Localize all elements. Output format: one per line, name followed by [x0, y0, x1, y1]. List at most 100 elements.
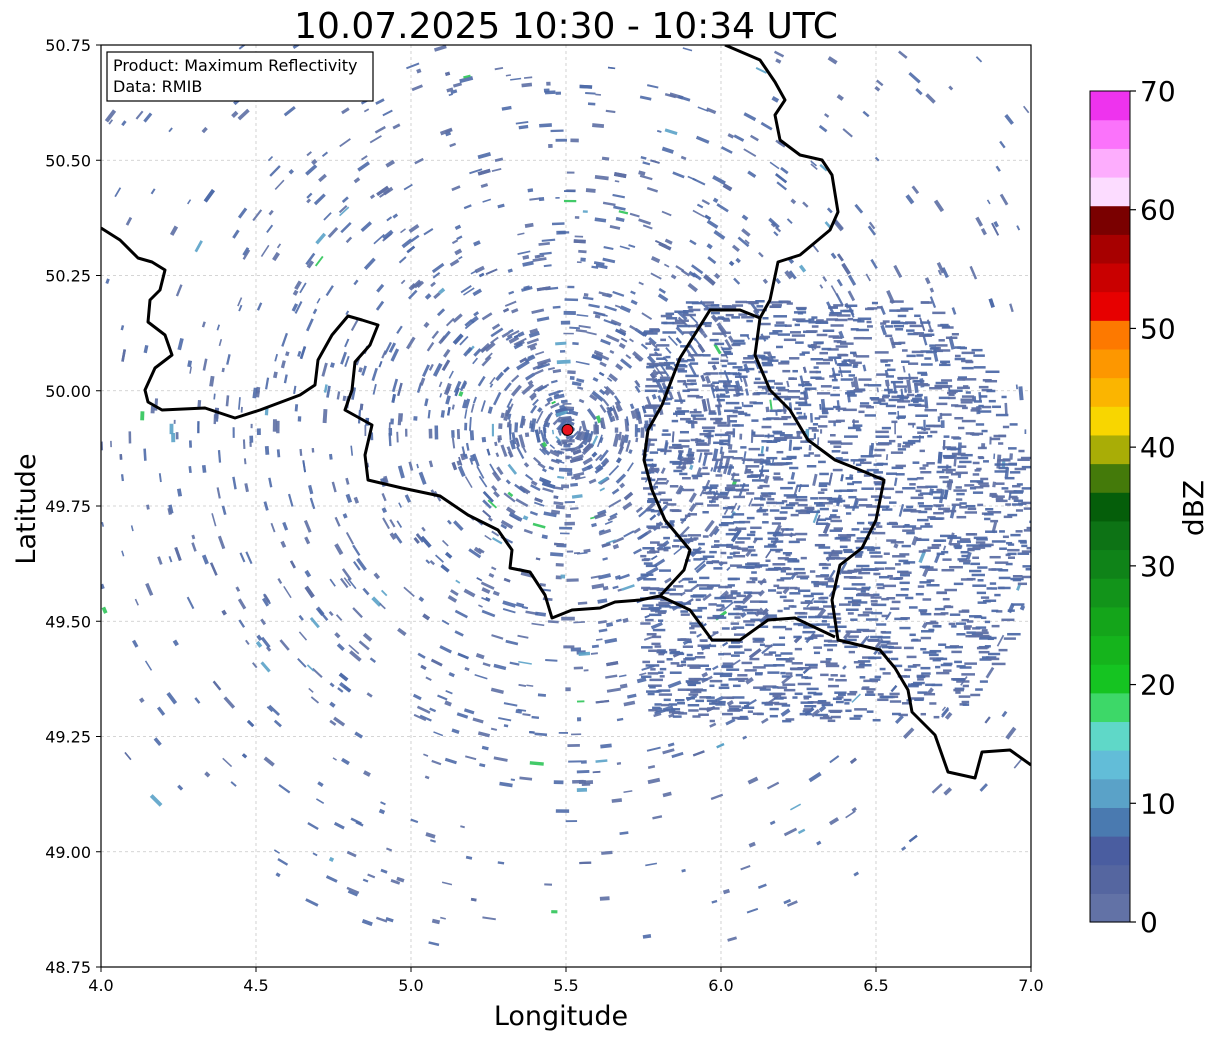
echo-cell — [665, 346, 672, 354]
echo-cell — [737, 368, 748, 372]
echo-cell — [445, 131, 452, 137]
echo-cell — [882, 672, 891, 675]
echo-cell — [725, 532, 738, 536]
echo-cell — [934, 607, 946, 611]
echo-cell — [845, 810, 856, 819]
echo-cell — [413, 537, 420, 544]
echo-cell — [853, 660, 865, 664]
echo-cell — [669, 460, 682, 464]
echo-cell — [843, 698, 852, 702]
echo-cell — [683, 313, 696, 317]
echo-cell — [743, 112, 757, 122]
echo-cell — [891, 395, 903, 399]
echo-cell — [981, 616, 987, 620]
echo-cell — [461, 446, 466, 457]
echo-cell — [763, 664, 777, 667]
echo-cell — [747, 776, 759, 785]
echo-cell — [932, 625, 942, 628]
echo-cell — [484, 352, 493, 361]
echo-cell — [767, 537, 779, 540]
echo-cell — [619, 441, 625, 452]
echo-cell — [623, 700, 636, 707]
echo-cell — [597, 573, 612, 580]
echo-cell — [922, 651, 937, 654]
echo-cell — [567, 743, 580, 747]
echo-cell — [810, 163, 818, 170]
echo-cell — [747, 354, 758, 358]
echo-cell — [328, 611, 334, 617]
echo-cell — [278, 784, 291, 794]
echo-cell — [662, 331, 677, 334]
echo-cell — [940, 420, 945, 428]
echo-cell — [827, 440, 842, 443]
echo-cell — [458, 391, 464, 397]
echo-cell — [591, 583, 605, 590]
echo-cell — [944, 646, 957, 649]
echo-cell — [662, 397, 672, 401]
echo-cell — [892, 555, 906, 558]
echo-cell — [871, 611, 883, 615]
echo-cell — [191, 534, 196, 540]
echo-cell — [508, 427, 512, 440]
y-tick-label: 50.75 — [45, 36, 91, 55]
echo-cell — [998, 648, 1008, 652]
echo-cell — [941, 708, 950, 718]
echo-cell — [909, 508, 917, 512]
echo-cell — [835, 419, 845, 423]
echo-cell — [541, 588, 551, 592]
echo-cell — [917, 502, 924, 505]
echo-cell — [936, 657, 948, 661]
echo-cell — [975, 423, 985, 426]
echo-cell — [775, 386, 786, 390]
echo-cell — [929, 517, 943, 520]
echo-cell — [430, 658, 443, 667]
echo-cell — [537, 693, 547, 697]
echo-cell — [537, 254, 545, 258]
echo-cell — [606, 410, 613, 423]
echo-cell — [702, 593, 712, 602]
echo-cell — [678, 439, 690, 443]
echo-cell — [883, 552, 890, 555]
echo-cell — [406, 245, 416, 254]
echo-cell — [830, 393, 840, 397]
echo-cell — [838, 561, 848, 575]
echo-cell — [765, 462, 775, 466]
echo-cell — [762, 513, 769, 516]
echo-cell — [711, 357, 719, 361]
echo-cell — [481, 587, 491, 594]
echo-cell — [980, 477, 989, 481]
echo-cell — [328, 856, 335, 863]
echo-cell — [514, 422, 519, 433]
echo-cell — [273, 849, 281, 854]
echo-cell — [787, 395, 800, 399]
echo-cell — [392, 123, 401, 130]
echo-cell — [1009, 423, 1018, 426]
echo-cell — [780, 528, 789, 531]
echo-cell — [819, 472, 829, 476]
echo-cell — [724, 409, 738, 413]
echo-cell — [1003, 637, 1016, 640]
echo-cell — [771, 304, 782, 307]
colorbar-segment — [1090, 664, 1130, 694]
echo-cell — [813, 646, 823, 649]
echo-cell — [463, 708, 475, 715]
echo-cell — [508, 419, 512, 427]
echo-cell — [830, 434, 836, 437]
echo-cell — [638, 281, 644, 286]
echo-cell — [872, 718, 881, 722]
echo-cell — [725, 401, 740, 405]
echo-cell — [782, 551, 793, 555]
echo-cell — [188, 440, 192, 448]
echo-cell — [685, 420, 692, 423]
echo-cell — [921, 427, 931, 431]
echo-cell — [991, 587, 998, 590]
echo-cell — [941, 550, 949, 554]
echo-cell — [843, 631, 851, 640]
echo-cell — [464, 409, 468, 419]
echo-cell — [768, 589, 777, 592]
echo-cell — [110, 440, 112, 448]
echo-cell — [474, 673, 488, 680]
echo-cell — [875, 79, 884, 87]
echo-cell — [700, 557, 708, 561]
